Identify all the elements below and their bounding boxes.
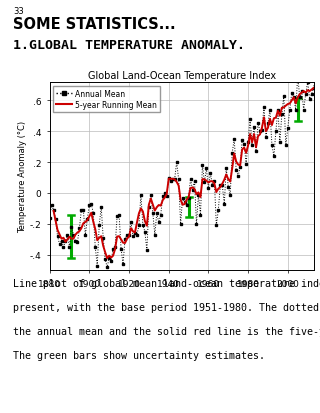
Text: present, with the base period 1951-1980. The dotted black line is: present, with the base period 1951-1980.…	[13, 303, 320, 313]
Text: The green bars show uncertainty estimates.: The green bars show uncertainty estimate…	[13, 351, 265, 361]
Legend: Annual Mean, 5-year Running Mean: Annual Mean, 5-year Running Mean	[53, 86, 160, 113]
Text: 1.GLOBAL TEMPERATURE ANOMALY.: 1.GLOBAL TEMPERATURE ANOMALY.	[13, 39, 245, 52]
Title: Global Land-Ocean Temperature Index: Global Land-Ocean Temperature Index	[88, 71, 276, 81]
Text: the annual mean and the solid red line is the five-year mean.: the annual mean and the solid red line i…	[13, 327, 320, 337]
Text: 33: 33	[13, 7, 24, 17]
Text: SOME STATISTICS...: SOME STATISTICS...	[13, 17, 175, 32]
Y-axis label: Temperature Anomaly (°C): Temperature Anomaly (°C)	[18, 121, 27, 233]
Text: Line plot of global mean land-ocean temperature index, 1880 to: Line plot of global mean land-ocean temp…	[13, 279, 320, 289]
